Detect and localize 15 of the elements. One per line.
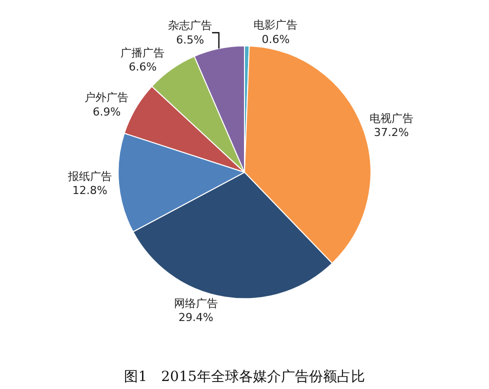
data-label: 6.9% — [92, 105, 121, 118]
slice-label: 电视广告 — [369, 112, 414, 125]
data-label: 6.5% — [176, 33, 204, 46]
slice-label: 电影广告 — [254, 18, 298, 32]
slice-label: 杂志广告 — [168, 19, 212, 32]
data-label: 29.4% — [178, 311, 214, 324]
slice-label: 广播广告 — [120, 46, 165, 60]
data-label: 37.2% — [374, 126, 409, 140]
slice-label: 户外广告 — [84, 91, 129, 104]
slice-label: 报纸广告 — [66, 170, 112, 183]
slice-label: 网络广告 — [174, 296, 218, 310]
text: 图1 2015年全球各媒介广告份额占比 — [124, 369, 365, 386]
data-label: 0.6% — [262, 32, 290, 46]
data-label: 12.8% — [72, 184, 108, 198]
data-label: 6.6% — [128, 60, 157, 74]
